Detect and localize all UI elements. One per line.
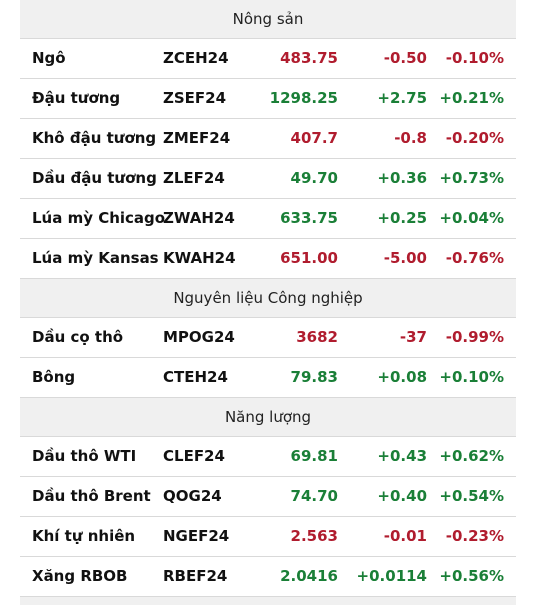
table-row: Bông CTEH24 79.83 +0.08 +0.10% [20,358,516,398]
change: +0.43 [377,447,427,465]
price: 74.70 [290,487,338,505]
change: -5.00 [383,249,427,267]
price: 79.83 [290,368,338,386]
change-percent: +0.56% [439,567,504,585]
change: +0.36 [377,169,427,187]
change-percent: -0.23% [445,527,504,545]
table-row: Ngô ZCEH24 483.75 -0.50 -0.10% [20,39,516,79]
table-row: Xăng RBOB RBEF24 2.0416 +0.0114 +0.56% [20,557,516,597]
table-row: Đậu tương ZSEF24 1298.25 +2.75 +0.21% [20,79,516,119]
change-percent: +0.73% [439,169,504,187]
change: -0.8 [394,129,427,147]
price: 1298.25 [269,89,338,107]
section-header-agriculture: Nông sản [20,0,516,39]
commodity-name: Lúa mỳ Chicago [32,209,166,227]
commodity-name: Khô đậu tương [32,129,157,147]
commodity-name: Dầu cọ thô [32,328,124,346]
section-header-energy: Năng lượng [20,398,516,437]
contract-code: RBEF24 [163,567,228,585]
price: 49.70 [290,169,338,187]
contract-code: CLEF24 [163,447,225,465]
section-header-industrial: Nguyên liệu Công nghiệp [20,279,516,318]
commodity-name: Bông [32,368,76,386]
change: -37 [399,328,427,346]
contract-code: KWAH24 [163,249,236,267]
commodity-name: Dầu thô WTI [32,447,137,465]
contract-code: ZCEH24 [163,49,229,67]
contract-code: QOG24 [163,487,222,505]
commodity-name: Ngô [32,49,66,67]
change-percent: +0.54% [439,487,504,505]
contract-code: ZWAH24 [163,209,235,227]
change: +2.75 [377,89,427,107]
commodity-name: Dầu đậu tương [32,169,157,187]
price: 483.75 [280,49,338,67]
table-row: Dầu thô Brent QOG24 74.70 +0.40 +0.54% [20,477,516,517]
change: -0.01 [383,527,427,545]
change: +0.0114 [356,567,427,585]
change-percent: +0.21% [439,89,504,107]
commodity-name: Dầu thô Brent [32,487,151,505]
price: 633.75 [280,209,338,227]
change-percent: -0.10% [445,49,504,67]
change-percent: +0.62% [439,447,504,465]
contract-code: ZLEF24 [163,169,225,187]
price: 69.81 [290,447,338,465]
table-row: Dầu đậu tương ZLEF24 49.70 +0.36 +0.73% [20,159,516,199]
price: 651.00 [280,249,338,267]
change: +0.08 [377,368,427,386]
commodity-name: Đậu tương [32,89,121,107]
table-row: Lúa mỳ Chicago ZWAH24 633.75 +0.25 +0.04… [20,199,516,239]
change: -0.50 [383,49,427,67]
price: 2.563 [290,527,338,545]
change-percent: -0.99% [445,328,504,346]
price: 407.7 [290,129,338,147]
contract-code: ZSEF24 [163,89,227,107]
commodity-name: Khí tự nhiên [32,527,136,545]
table-bottom-strip [20,597,516,605]
price: 2.0416 [280,567,338,585]
commodity-price-table: Nông sản Ngô ZCEH24 483.75 -0.50 -0.10% … [20,0,516,605]
commodity-name: Xăng RBOB [32,567,128,585]
table-row: Khí tự nhiên NGEF24 2.563 -0.01 -0.23% [20,517,516,557]
price: 3682 [296,328,338,346]
table-row: Lúa mỳ Kansas KWAH24 651.00 -5.00 -0.76% [20,239,516,279]
table-row: Khô đậu tương ZMEF24 407.7 -0.8 -0.20% [20,119,516,159]
change-percent: -0.20% [445,129,504,147]
contract-code: CTEH24 [163,368,228,386]
change-percent: +0.04% [439,209,504,227]
contract-code: ZMEF24 [163,129,231,147]
contract-code: NGEF24 [163,527,230,545]
change: +0.40 [377,487,427,505]
change-percent: +0.10% [439,368,504,386]
change-percent: -0.76% [445,249,504,267]
change: +0.25 [377,209,427,227]
contract-code: MPOG24 [163,328,235,346]
commodity-name: Lúa mỳ Kansas [32,249,159,267]
table-row: Dầu thô WTI CLEF24 69.81 +0.43 +0.62% [20,437,516,477]
table-row: Dầu cọ thô MPOG24 3682 -37 -0.99% [20,318,516,358]
